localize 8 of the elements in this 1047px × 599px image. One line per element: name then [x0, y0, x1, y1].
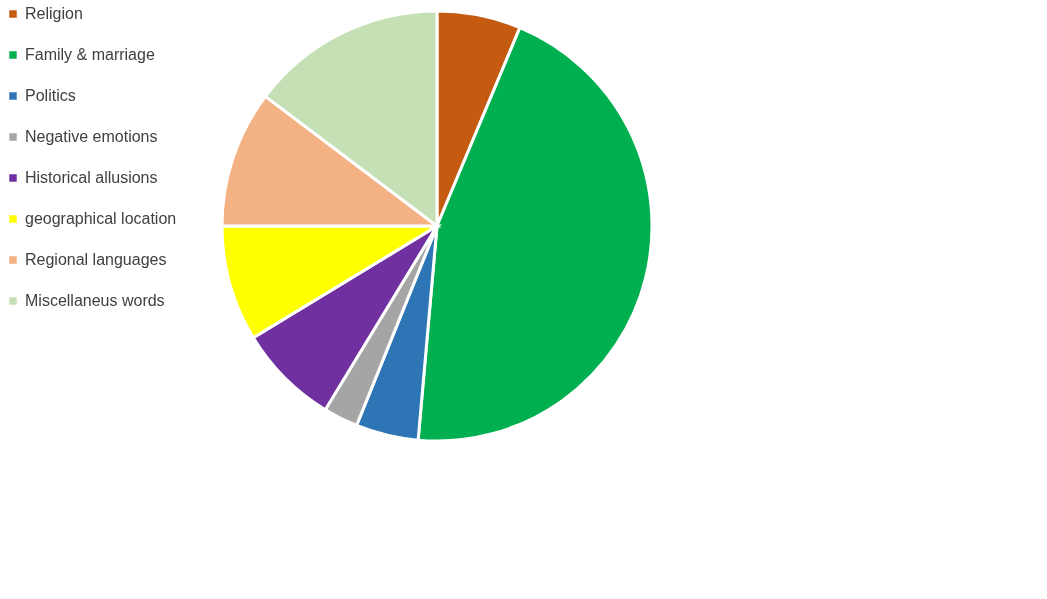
legend-label: Family & marriage — [25, 46, 155, 63]
legend-label: Negative emotions — [25, 128, 158, 145]
legend-label: Regional languages — [25, 251, 167, 268]
legend-label: Miscellaneus words — [25, 292, 165, 309]
legend-label: Historical allusions — [25, 169, 158, 186]
legend-label: Religion — [25, 5, 83, 22]
legend-label: Politics — [25, 87, 76, 104]
legend-label: geographical location — [25, 210, 177, 227]
